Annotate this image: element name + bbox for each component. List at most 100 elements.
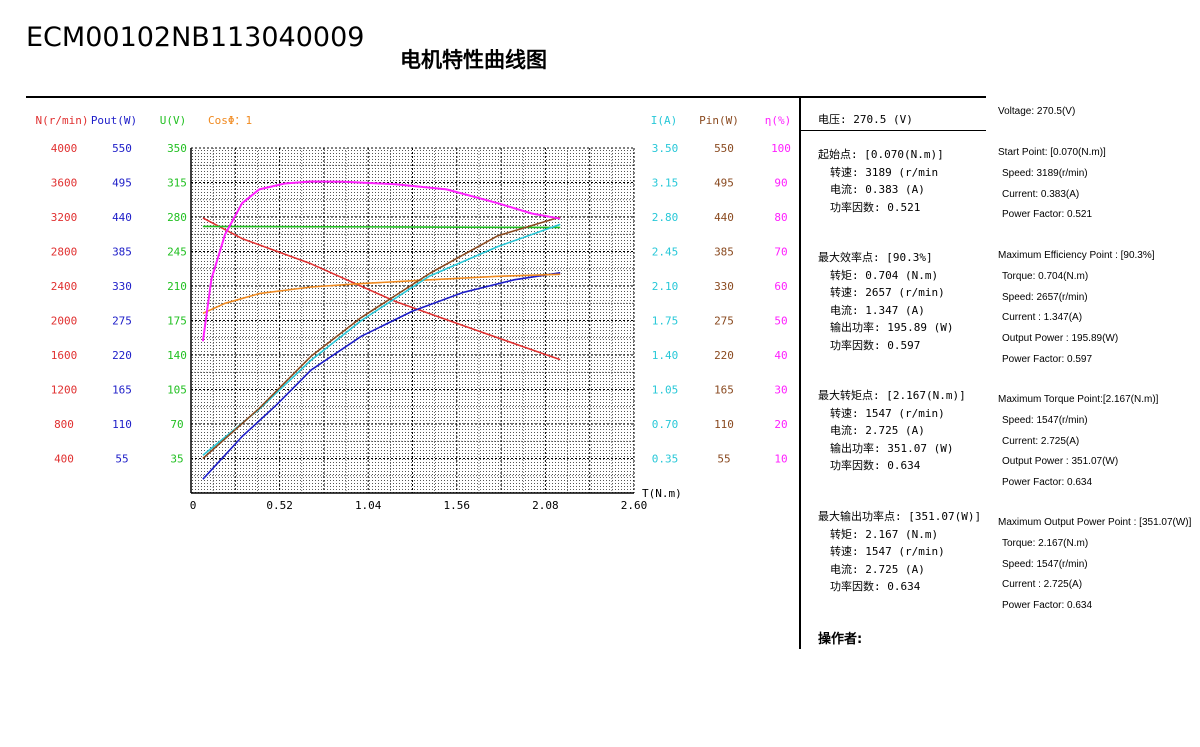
pin-tick-label: 330 [714,280,734,293]
cn-start-point: 起始点: [0.070(N.m)] 转速: 3189 (r/min 电流: 0.… [818,146,944,216]
cn-start-line: 功率因数: 0.521 [830,200,921,214]
cn-voltage: 电压: 270.5 (V) [818,113,913,126]
speed-tick-label: 800 [54,418,74,431]
speed-tick-label: 2400 [51,280,78,293]
en-max-power-line: Power Factor: 0.634 [1002,600,1093,612]
current-tick-label: 0.35 [652,453,679,466]
pin-tick-label: 275 [714,315,734,328]
cn-max-power-line: 功率因数: 0.634 [830,580,921,593]
eff-axis-header: η(%) [765,114,792,127]
cos-axis-header: CosΦ：1 [208,114,252,127]
speed-tick-label: 4000 [51,142,78,155]
voltage-series-line [202,225,561,229]
voltage-tick-label: 175 [167,315,187,328]
pout-series-line [202,272,561,480]
pout-tick-label: 220 [112,349,132,362]
x-tick-label: 0.52 [266,499,293,512]
en-max-eff-head: Maximum Efficiency Point : [90.3%] [998,250,1155,261]
speed-tick-label: 3200 [51,211,78,224]
pout-tick-label: 165 [112,384,132,397]
en-max-torque-line: Speed: 1547(r/min) [1002,414,1088,426]
pout-tick-label: 110 [112,418,132,431]
en-voltage: Voltage: 270.5(V) [998,106,1076,117]
en-max-eff-line: Output Power : 195.89(W) [1002,333,1119,345]
cn-max-eff-line: 转速: 2657 (r/min) [830,286,945,299]
speed-tick-label: 1600 [51,349,78,362]
eff-tick-label: 100 [771,142,791,155]
en-max-torque-line: Output Power : 351.07(W) [1002,456,1119,468]
pin-tick-label: 55 [717,453,730,466]
pin-tick-label: 220 [714,349,734,362]
cn-max-torque: 最大转矩点: [2.167(N.m)] 转速: 1547 (r/min) 电流:… [818,387,966,475]
eff-tick-label: 50 [774,315,787,328]
cn-max-torque-line: 功率因数: 0.634 [830,459,921,472]
x-tick-label: 2.08 [532,499,559,512]
pout-tick-label: 275 [112,315,132,328]
voltage-divider [800,130,986,131]
en-max-power-line: Current : 2.725(A) [1002,579,1083,591]
pin-tick-label: 165 [714,384,734,397]
current-tick-label: 1.05 [652,384,679,397]
en-max-power-line: Speed: 1547(r/min) [1002,558,1088,570]
en-max-eff-line: Speed: 2657(r/min) [1002,291,1088,303]
pin-axis-header: Pin(W) [699,114,739,127]
current-tick-label: 2.45 [652,246,679,259]
en-start-line: Speed: 3189(r/min) [1002,167,1088,179]
operator-label: 操作者: [818,632,863,647]
en-max-power-head: Maximum Output Power Point : [351.07(W)] [998,517,1192,528]
cn-max-power-line: 电流: 2.725 (A) [830,562,925,576]
data-series [201,180,561,480]
en-max-torque-line: Current: 2.725(A) [1002,435,1080,447]
cn-max-eff-line: 输出功率: 195.89 (W) [830,321,954,334]
eff-tick-label: 90 [774,177,787,190]
eff-tick-label: 30 [774,384,787,397]
pin-tick-label: 550 [714,142,734,155]
pin-tick-label: 110 [714,418,734,431]
pin-series-line [202,216,561,460]
en-start-line: Power Factor: 0.521 [1002,209,1093,221]
cn-max-power-line: 转速: 1547 (r/min) [830,545,945,558]
eff-series-line [201,180,561,342]
speed-tick-label: 2000 [51,315,78,328]
pout-tick-label: 330 [112,280,132,293]
pout-tick-label: 495 [112,177,132,190]
en-start-head: Start Point: [0.070(N.m)] [998,147,1106,158]
current-tick-label: 2.10 [652,280,679,293]
en-max-eff-line: Power Factor: 0.597 [1002,353,1093,365]
current-tick-label: 1.75 [652,315,679,328]
voltage-tick-label: 245 [167,246,187,259]
pout-axis-header: Pout(W) [91,114,137,127]
cn-max-power: 最大输出功率点: [351.07(W)] 转矩: 2.167 (N.m) 转速:… [818,508,981,596]
eff-tick-label: 70 [774,246,787,259]
cn-max-efficiency: 最大效率点: [90.3%] 转矩: 0.704 (N.m) 转速: 2657 … [818,249,953,354]
voltage-tick-label: 140 [167,349,187,362]
voltage-tick-label: 210 [167,280,187,293]
speed-tick-label: 2800 [51,246,78,259]
cn-start-head: 起始点: [0.070(N.m)] [818,148,944,161]
cn-max-torque-head: 最大转矩点: [2.167(N.m)] [818,389,966,402]
en-max-power: Maximum Output Power Point : [351.07(W)]… [998,513,1191,617]
pin-tick-label: 440 [714,211,734,224]
voltage-tick-label: 350 [167,142,187,155]
motor-characteristic-chart: N(r/min) Pout(W) U(V) CosΦ：1 I(A) Pin(W) η(%) 4… [36,114,792,512]
current-tick-label: 0.70 [652,418,679,431]
chart-title: 电机特性曲线图 [400,48,547,72]
speed-tick-label: 1200 [51,384,78,397]
speed-tick-label: 3600 [51,177,78,190]
eff-tick-label: 60 [774,280,787,293]
en-max-torque-line: Power Factor: 0.634 [1002,477,1093,489]
pin-tick-label: 495 [714,177,734,190]
current-tick-label: 1.40 [652,349,679,362]
speed-tick-label: 400 [54,453,74,466]
x-axis-title: T(N.m) [642,487,682,500]
pout-tick-label: 550 [112,142,132,155]
speed-series-line [202,217,561,361]
voltage-tick-label: 315 [167,177,187,190]
cn-max-torque-line: 输出功率: 351.07 (W) [830,441,954,455]
cn-max-eff-head: 最大效率点: [90.3%] [818,251,933,264]
pout-tick-label: 385 [112,246,132,259]
en-max-torque: Maximum Torque Point:[2.167(N.m)] Speed:… [998,390,1158,494]
eff-tick-label: 10 [774,453,787,466]
vertical-divider [799,97,801,649]
current-tick-label: 3.15 [652,177,679,190]
